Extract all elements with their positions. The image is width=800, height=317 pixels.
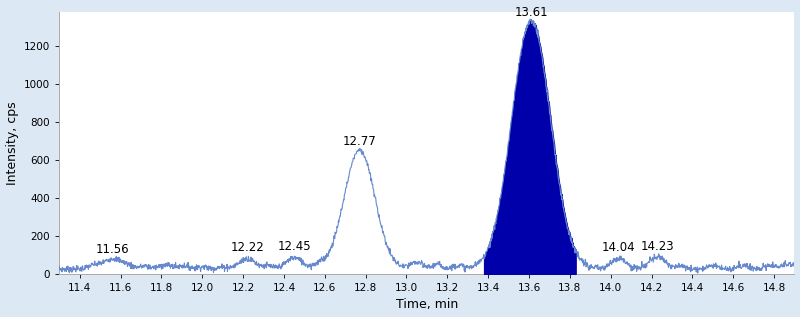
Y-axis label: Intensity, cps: Intensity, cps [6, 101, 18, 185]
X-axis label: Time, min: Time, min [396, 298, 458, 311]
Text: 14.23: 14.23 [641, 240, 674, 253]
Text: 11.56: 11.56 [96, 243, 130, 256]
Text: 14.04: 14.04 [602, 241, 636, 254]
Text: 12.77: 12.77 [342, 135, 377, 148]
Text: 12.22: 12.22 [230, 241, 264, 254]
Text: 13.61: 13.61 [514, 6, 548, 19]
Text: 12.45: 12.45 [278, 240, 311, 253]
